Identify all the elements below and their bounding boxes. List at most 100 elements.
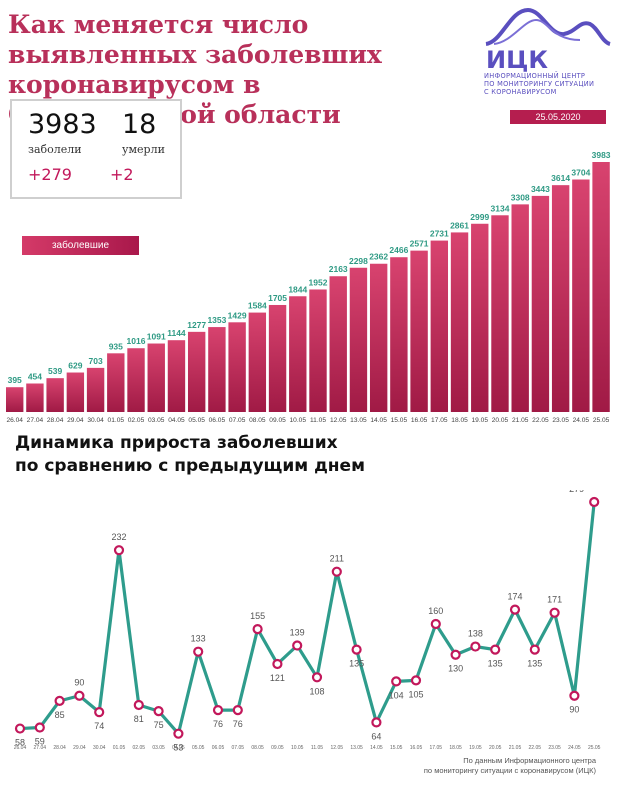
- data-point: [490, 644, 501, 655]
- bar: [167, 340, 186, 412]
- bar-value-label: 1091: [147, 332, 166, 342]
- bar-value-label: 454: [28, 372, 42, 382]
- bar: [309, 289, 327, 412]
- bar-value-label: 1429: [228, 310, 247, 320]
- x-tick-label: 23.05: [552, 417, 569, 424]
- data-point: [153, 706, 164, 717]
- bar: [147, 343, 165, 412]
- legend-cases: заболевшие: [22, 236, 139, 255]
- data-point: [14, 723, 26, 734]
- point-value-label: 121: [270, 673, 285, 683]
- x-tick-label: 27.04: [27, 417, 44, 424]
- bar: [228, 322, 246, 412]
- x-tick-label: 06.05: [209, 417, 226, 424]
- point-value-label: 75: [154, 720, 164, 730]
- data-point: [351, 644, 362, 655]
- x-tick-label: 26.04: [14, 745, 27, 751]
- point-value-label: 211: [330, 554, 344, 564]
- point-value-label: 133: [191, 634, 206, 644]
- bar: [187, 331, 206, 412]
- x-tick-label: 15.05: [391, 417, 408, 424]
- data-point: [272, 658, 283, 670]
- bar: [208, 327, 226, 412]
- data-point: [410, 675, 422, 686]
- bar-value-label: 1952: [309, 277, 328, 287]
- bar: [268, 304, 287, 412]
- x-tick-label: 04.05: [172, 745, 185, 751]
- point-value-label: 138: [468, 629, 483, 639]
- x-tick-label: 30.04: [87, 417, 104, 424]
- growth-line: [19, 501, 596, 736]
- x-tick-label: 10.05: [291, 745, 304, 751]
- point-value-label: 58: [15, 738, 25, 748]
- data-point: [331, 566, 342, 577]
- x-tick-label: 14.05: [370, 745, 383, 751]
- x-tick-label: 29.04: [73, 745, 86, 751]
- bar-value-label: 935: [109, 341, 123, 351]
- x-tick-label: 21.05: [509, 745, 522, 751]
- bar-value-label: 395: [8, 375, 22, 385]
- data-point: [549, 607, 560, 618]
- bar: [410, 250, 428, 412]
- bar: [26, 383, 44, 412]
- point-value-label: 85: [55, 710, 65, 720]
- bar: [329, 276, 347, 412]
- point-value-label: 279: [569, 490, 584, 494]
- x-tick-label: 03.05: [148, 417, 165, 424]
- x-tick-label: 10.05: [290, 417, 307, 424]
- bar-value-label: 1277: [187, 320, 206, 330]
- x-tick-label: 20.05: [489, 745, 502, 751]
- data-point: [470, 641, 481, 652]
- data-point: [450, 649, 461, 660]
- x-tick-label: 07.05: [232, 745, 245, 751]
- bar-value-label: 703: [88, 356, 102, 366]
- point-value-label: 90: [74, 678, 84, 688]
- bar-value-label: 3443: [531, 184, 550, 194]
- bar: [6, 387, 24, 412]
- point-value-label: 76: [233, 719, 243, 729]
- data-point: [509, 604, 521, 615]
- point-value-label: 64: [371, 731, 381, 741]
- x-tick-label: 23.05: [548, 745, 561, 751]
- point-value-label: 90: [569, 705, 579, 715]
- x-tick-label: 09.05: [271, 745, 284, 751]
- bar: [289, 296, 307, 412]
- x-tick-label: 28.04: [47, 417, 64, 424]
- bar-value-label: 2999: [470, 212, 489, 222]
- bar-value-label: 1705: [268, 293, 287, 303]
- x-tick-label: 27.04: [34, 745, 47, 751]
- x-tick-label: 13.05: [350, 417, 367, 424]
- data-point: [54, 695, 65, 706]
- bar: [572, 179, 590, 412]
- bar-value-label: 2298: [349, 256, 368, 266]
- x-tick-label: 12.05: [330, 417, 347, 424]
- ick-logo: ИЦК: [485, 7, 611, 74]
- data-point: [94, 707, 105, 718]
- data-point: [232, 704, 243, 716]
- bar: [127, 348, 145, 412]
- point-value-label: 135: [527, 659, 542, 669]
- cases-label: заболели: [28, 143, 82, 156]
- bar-value-label: 1353: [207, 315, 226, 325]
- x-tick-label: 03.05: [152, 745, 165, 751]
- data-point: [371, 717, 382, 728]
- x-tick-label: 25.05: [593, 417, 610, 424]
- bar-value-label: 3614: [551, 173, 570, 183]
- bar: [450, 232, 469, 412]
- point-value-label: 171: [547, 595, 562, 605]
- data-point: [193, 646, 204, 657]
- x-tick-label: 22.05: [532, 417, 549, 424]
- data-point: [430, 618, 441, 630]
- point-value-label: 139: [290, 628, 305, 638]
- bar-value-label: 2466: [389, 245, 408, 255]
- x-tick-label: 28.04: [53, 745, 66, 751]
- point-value-label: 135: [488, 659, 503, 669]
- bar-value-label: 2731: [430, 229, 449, 239]
- x-tick-label: 30.04: [93, 745, 106, 751]
- x-tick-label: 06.05: [212, 745, 225, 751]
- bar: [471, 223, 489, 412]
- x-tick-label: 07.05: [229, 417, 246, 424]
- bar: [248, 312, 267, 412]
- point-value-label: 74: [94, 721, 104, 731]
- bar-value-label: 2163: [329, 264, 348, 274]
